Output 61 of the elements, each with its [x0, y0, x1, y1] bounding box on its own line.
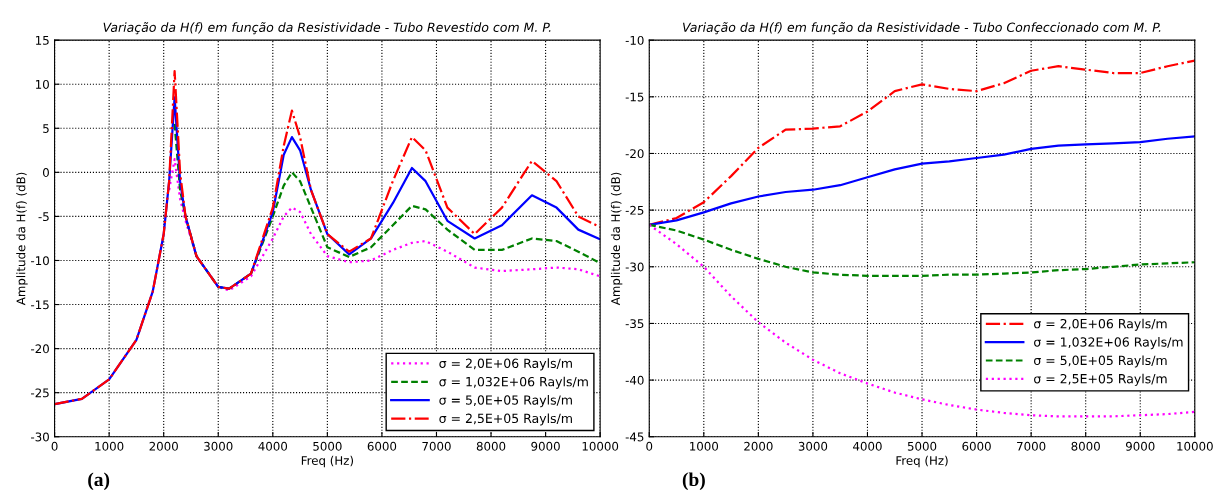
legend-label: σ = 5,0E+05 Rayls/m	[439, 395, 572, 408]
line-series	[168, 158, 601, 292]
line-series	[649, 135, 1195, 226]
y-tick-label: 15	[36, 36, 49, 45]
x-tick-label: 4000	[258, 441, 288, 451]
legend-label: σ = 2,5E+05 Rayls/m	[1034, 373, 1167, 386]
y-tick-label: -25	[31, 388, 49, 398]
y-tick-label: -20	[625, 149, 644, 159]
x-tick-label: 1000	[95, 441, 124, 451]
x-tick-label: 1000	[690, 441, 719, 451]
line-series	[649, 59, 1195, 226]
y-tick-label: -45	[625, 432, 644, 442]
y-axis-title: Amplitude da H(f) (dB)	[610, 172, 623, 306]
legend-label: σ = 2,0E+06 Rayls/m	[1034, 318, 1167, 331]
y-tick-label: -25	[625, 205, 644, 215]
x-axis-title: Freq (Hz)	[301, 455, 354, 468]
legend-label: σ = 1,032E+06 Rayls/m	[1034, 337, 1183, 350]
x-tick-label: 6000	[962, 441, 991, 451]
y-axis-title: Amplitude da H(f) (dB)	[16, 172, 28, 306]
y-tick-label: -10	[31, 256, 49, 266]
x-tick-label: 3000	[798, 441, 828, 451]
y-tick-label: 5	[43, 124, 49, 133]
x-tick-label: 5000	[907, 441, 937, 451]
x-tick-label: 6000	[367, 441, 397, 451]
x-tick-label: 9000	[531, 441, 560, 451]
legend-label: σ = 2,0E+06 Rayls/m	[439, 358, 572, 371]
legend-label: σ = 1,032E+06 Rayls/m	[439, 376, 588, 389]
x-axis-title: Freq (Hz)	[896, 455, 948, 468]
x-tick-label: 7000	[422, 441, 451, 451]
y-tick-label: -10	[625, 35, 644, 45]
y-tick-label: -30	[625, 262, 644, 272]
chart-title: Variação da H(f) em função da Resistividade - Tubo Confeccionado com M. P.	[683, 22, 1161, 35]
legend-label: σ = 5,0E+05 Rayls/m	[1034, 355, 1167, 368]
x-tick-label: 9000	[1125, 441, 1155, 451]
x-tick-label: 0	[51, 441, 58, 451]
line-series	[649, 223, 1195, 418]
x-tick-label: 10000	[1177, 441, 1213, 451]
y-tick-label: -35	[625, 319, 644, 329]
y-tick-label: -40	[625, 375, 644, 385]
x-tick-label: 10000	[582, 441, 619, 451]
x-tick-label: 8000	[1071, 441, 1100, 451]
x-tick-label: 3000	[204, 441, 233, 451]
line-series	[649, 223, 1195, 277]
chart-title: Variação da H(f) em função da Resistividade - Tubo Revestido com M. P.	[103, 22, 551, 35]
x-tick-label: 7000	[1017, 441, 1046, 451]
y-tick-label: -5	[38, 212, 49, 222]
x-tick-label: 2000	[744, 441, 773, 451]
legend-label: σ = 2,5E+05 Rayls/m	[439, 413, 572, 426]
text: (a)	[88, 472, 110, 491]
y-tick-label: -20	[31, 344, 49, 354]
y-tick-label: -30	[31, 432, 49, 442]
text: (b)	[682, 472, 705, 491]
x-tick-label: 4000	[853, 441, 882, 451]
x-tick-label: 5000	[313, 441, 342, 451]
x-tick-label: 8000	[476, 441, 506, 451]
y-tick-label: -15	[625, 92, 644, 102]
x-tick-label: 0	[646, 441, 653, 451]
y-tick-label: -15	[31, 300, 49, 310]
y-tick-label: 0	[42, 168, 49, 178]
x-tick-label: 2000	[149, 441, 178, 451]
y-tick-label: 10	[36, 79, 49, 89]
